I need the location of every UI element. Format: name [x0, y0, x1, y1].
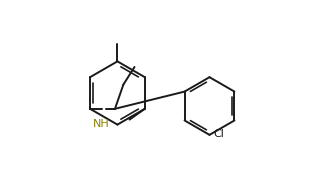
- Text: Cl: Cl: [214, 129, 225, 139]
- Text: NH: NH: [93, 119, 110, 129]
